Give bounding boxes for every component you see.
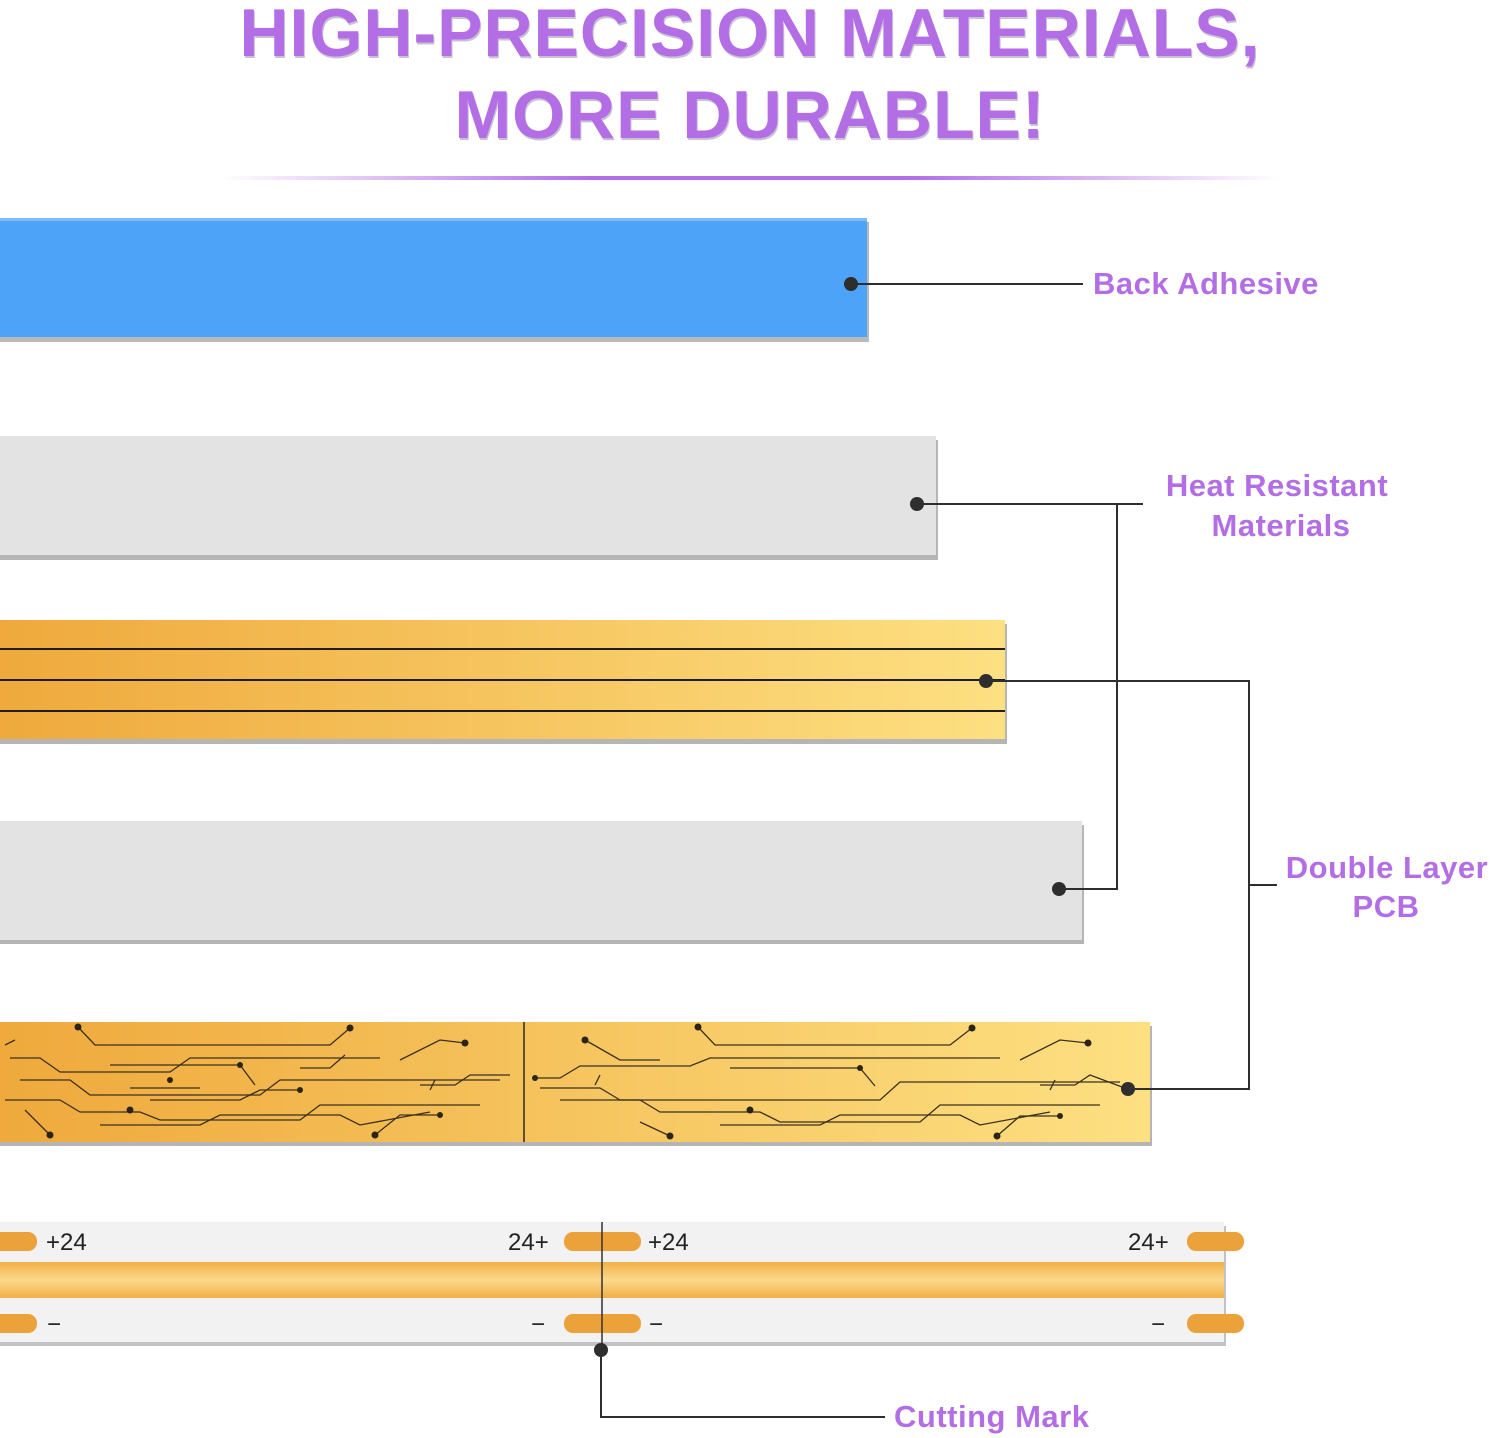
layer-pcb-circuit	[0, 1022, 1152, 1146]
label-back-adhesive: Back Adhesive	[1093, 266, 1319, 301]
title-divider	[220, 176, 1280, 180]
solder-pad	[1187, 1314, 1244, 1333]
solder-pad	[0, 1232, 37, 1251]
label-double-layer-line-2: PCB	[1353, 889, 1420, 924]
solder-pad	[1187, 1232, 1244, 1251]
led-strip: +24 24+ +24 24+ − − − −	[0, 1222, 1244, 1346]
strip-minus-label: −	[531, 1311, 545, 1338]
strip-plus-label: 24+	[508, 1229, 549, 1256]
label-heat-resistant-line-2: Materials	[1212, 508, 1351, 543]
callout-dots	[594, 277, 1135, 1357]
circuit-traces-right	[535, 1026, 1131, 1137]
strip-minus-label: −	[649, 1311, 663, 1338]
label-cutting-mark: Cutting Mark	[894, 1399, 1090, 1434]
page-title-line-1: HIGH-PRECISION MATERIALS,	[239, 0, 1261, 71]
layer-back-adhesive	[0, 218, 869, 342]
strip-minus-label: −	[1151, 1311, 1165, 1338]
callout-lines	[600, 283, 1277, 1418]
strip-minus-label: −	[47, 1311, 61, 1338]
solder-pad	[0, 1314, 37, 1333]
circuit-nodes-left	[46, 1023, 469, 1139]
strip-plus-label: 24+	[1128, 1229, 1169, 1256]
page-title-line-2: MORE DURABLE!	[454, 77, 1046, 153]
label-double-layer-line-1: Double Layer	[1286, 850, 1488, 885]
layer-insulation-bottom	[0, 821, 1084, 944]
label-heat-resistant-line-1: Heat Resistant	[1166, 468, 1388, 503]
layer-insulation-top	[0, 436, 938, 560]
layer-copper-lines	[0, 620, 1007, 744]
strip-plus-label: +24	[648, 1229, 689, 1256]
strip-plus-label: +24	[46, 1229, 87, 1256]
circuit-nodes-right	[532, 1023, 1092, 1140]
